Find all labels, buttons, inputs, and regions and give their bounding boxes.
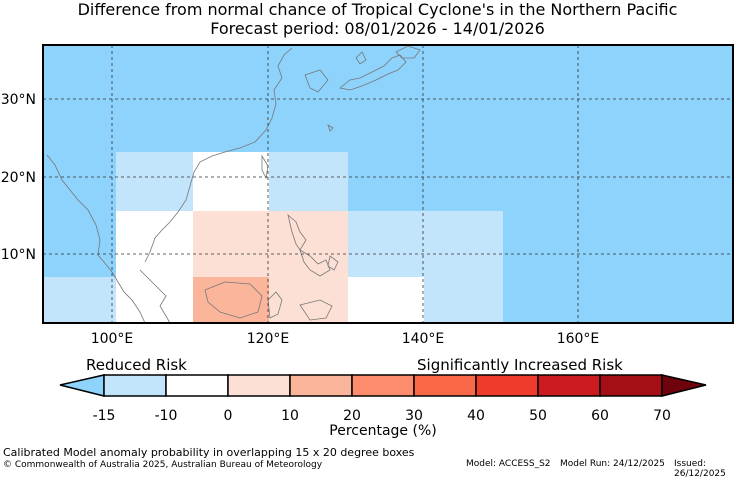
- model-run-date: Model Run: 24/12/2025: [560, 459, 665, 469]
- colorbar-axis-label: Percentage (%): [329, 423, 436, 439]
- lon-tick-label: 100°E: [91, 331, 134, 347]
- colorbar-tick-label: 0: [224, 408, 233, 424]
- colorbar-tick-label: 10: [281, 408, 299, 424]
- anomaly-box: [116, 211, 193, 323]
- lon-tick-label: 120°E: [247, 331, 290, 347]
- colorbar-tick-label: 70: [653, 408, 671, 424]
- colorbar-tick-label: -15: [93, 408, 116, 424]
- colorbar: [59, 374, 707, 397]
- lat-tick-label: 20°N: [1, 170, 36, 186]
- model-name: Model: ACCESS_S2: [466, 459, 551, 469]
- lon-tick-label: 140°E: [402, 331, 445, 347]
- anomaly-box: [424, 277, 503, 323]
- colorbar-segment: [351, 374, 415, 397]
- colorbar-high-extension: [661, 374, 707, 397]
- footer-description: Calibrated Model anomaly probability in …: [3, 446, 415, 459]
- anomaly-box: [116, 152, 193, 211]
- colorbar-tick-label: -10: [155, 408, 178, 424]
- lat-tick-label: 30°N: [1, 92, 36, 108]
- map-frame: [42, 44, 734, 324]
- anomaly-box: [193, 277, 269, 323]
- colorbar-segment: [227, 374, 291, 397]
- anomaly-box: [348, 277, 424, 323]
- forecast-period: Forecast period: 08/01/2026 - 14/01/2026: [210, 19, 545, 38]
- map-title: Difference from normal chance of Tropica…: [77, 0, 678, 19]
- lon-tick-label: 160°E: [557, 331, 600, 347]
- colorbar-tick-label: 60: [591, 408, 609, 424]
- colorbar-low-extension: [59, 374, 105, 397]
- anomaly-box: [348, 211, 503, 277]
- colorbar-segment: [289, 374, 353, 397]
- issued-date: Issued: 26/12/2025: [674, 459, 726, 479]
- gridlines: [43, 45, 733, 323]
- anomaly-box: [193, 152, 269, 211]
- colorbar-tick-label: 50: [529, 408, 547, 424]
- colorbar-tick-label: 40: [467, 408, 485, 424]
- colorbar-segment: [537, 374, 601, 397]
- colorbar-segment: [413, 374, 477, 397]
- reduced-risk-caption: Reduced Risk: [86, 356, 187, 374]
- colorbar-segment: [165, 374, 229, 397]
- lat-tick-label: 10°N: [1, 247, 36, 263]
- anomaly-box: [269, 152, 348, 211]
- colorbar-tick-label: 30: [405, 408, 423, 424]
- coastlines: [46, 45, 421, 324]
- colorbar-tick-label: 20: [343, 408, 361, 424]
- increased-risk-caption: Significantly Increased Risk: [417, 356, 623, 374]
- colorbar-segment: [475, 374, 539, 397]
- colorbar-segment: [103, 374, 167, 397]
- anomaly-box: [43, 277, 116, 323]
- copyright-notice: © Commonwealth of Australia 2025, Austra…: [3, 460, 323, 470]
- colorbar-segment: [599, 374, 663, 397]
